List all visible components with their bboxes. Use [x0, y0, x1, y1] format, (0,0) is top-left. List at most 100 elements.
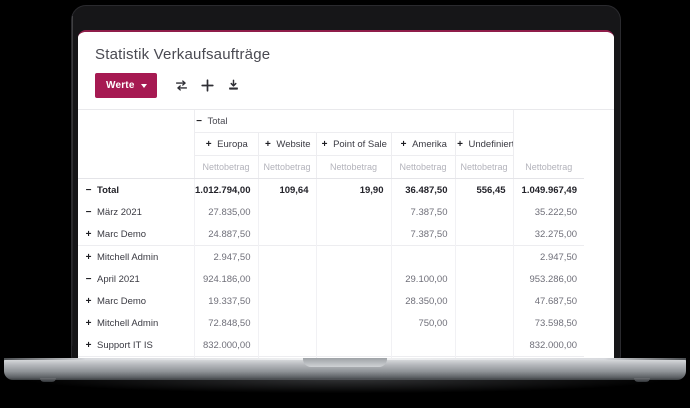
table-cell-value[interactable]: 27.835,00: [193, 201, 258, 223]
table-cell-value[interactable]: 1.012.794,00: [193, 178, 258, 201]
row-header-cell[interactable]: + Marc Demo: [78, 223, 194, 246]
expand-row-icon[interactable]: +: [85, 317, 92, 329]
table-cell-value[interactable]: [315, 312, 391, 334]
download-xlsx-icon[interactable]: [221, 75, 247, 97]
table-cell-total[interactable]: 953.286,00: [512, 268, 585, 290]
table-cell-value[interactable]: 72.848,50: [193, 312, 258, 334]
expand-point-of-sale-icon[interactable]: +: [321, 138, 328, 150]
collapse-row-icon[interactable]: −: [85, 206, 92, 218]
row-header-cell[interactable]: + Mitchell Admin: [78, 245, 194, 268]
collapse-row-icon[interactable]: −: [85, 184, 92, 196]
column-group-undefiniert[interactable]: + Undefiniert: [454, 132, 514, 156]
column-group-amerika[interactable]: + Amerika: [390, 132, 455, 156]
table-cell-total[interactable]: 47.687,50: [512, 290, 585, 312]
measure-dropdown-button[interactable]: Werte: [95, 73, 157, 98]
column-group-website-label: Website: [276, 138, 311, 150]
row-header-cell[interactable]: − April 2021: [78, 268, 194, 290]
table-cell-total[interactable]: 6.320,00: [512, 356, 585, 358]
table-cell-value[interactable]: 24.887,50: [193, 223, 258, 246]
row-header-cell[interactable]: + Support IT IS: [78, 334, 194, 357]
table-cell-value[interactable]: 750,00: [390, 312, 455, 334]
table-cell-value[interactable]: [257, 356, 316, 358]
table-cell-value[interactable]: [257, 223, 316, 246]
table-cell-value[interactable]: 19,90: [315, 178, 391, 201]
expand-row-icon[interactable]: +: [85, 339, 92, 351]
row-header-cell[interactable]: +Juni 2021: [78, 356, 194, 358]
table-cell-total[interactable]: 35.222,50: [512, 201, 585, 223]
table-cell-value[interactable]: [454, 201, 514, 223]
table-cell-value[interactable]: [315, 201, 391, 223]
table-cell-value[interactable]: [390, 334, 455, 357]
table-cell-value[interactable]: 36.487,50: [390, 178, 455, 201]
row-header-cell[interactable]: − März 2021: [78, 201, 194, 223]
table-cell-total[interactable]: 32.275,00: [512, 223, 585, 246]
expand-amerika-icon[interactable]: +: [400, 138, 407, 150]
table-cell-value[interactable]: 7.387,50: [390, 201, 455, 223]
table-cell-value[interactable]: [454, 245, 514, 268]
laptop-base-notch: [303, 358, 387, 367]
table-cell-value[interactable]: [257, 268, 316, 290]
table-cell-value[interactable]: [454, 356, 514, 358]
row-header-cell[interactable]: + Marc Demo: [78, 290, 194, 312]
table-cell-value[interactable]: [257, 245, 316, 268]
expand-website-icon[interactable]: +: [265, 138, 271, 150]
expand-row-icon[interactable]: +: [85, 251, 92, 263]
table-cell-value[interactable]: [454, 223, 514, 246]
column-group-point-of-sale-label: Point of Sale: [333, 138, 387, 150]
table-cell-value[interactable]: 7.387,50: [390, 223, 455, 246]
table-cell-value[interactable]: 29.100,00: [390, 268, 455, 290]
table-cell-value[interactable]: [454, 312, 514, 334]
expand-row-icon[interactable]: +: [85, 228, 92, 240]
table-cell-value[interactable]: 924.186,00: [193, 268, 258, 290]
column-root-row: − Total: [78, 110, 585, 133]
row-header-label: Support IT IS: [97, 339, 153, 351]
table-cell-total[interactable]: 1.049.967,49: [512, 178, 585, 201]
table-cell-value[interactable]: [390, 245, 455, 268]
expand-all-icon[interactable]: [195, 75, 221, 97]
table-cell-value[interactable]: 2.947,50: [193, 245, 258, 268]
corner-cell: [78, 110, 194, 133]
expand-row-icon[interactable]: +: [85, 295, 92, 307]
expand-europa-icon[interactable]: +: [205, 138, 212, 150]
column-groups-spacer: [512, 132, 585, 156]
table-cell-value[interactable]: [315, 245, 391, 268]
column-root-total[interactable]: − Total: [193, 110, 514, 133]
table-cell-value[interactable]: 19.337,50: [193, 290, 258, 312]
table-row: + Marc Demo 19.337,50 28.350,00 47.687,50: [78, 290, 585, 312]
table-cell-value[interactable]: [454, 334, 514, 357]
table-cell-value[interactable]: [257, 334, 316, 357]
table-row: − Total 1.012.794,00 109,64 19,90 36.487,50 55…: [78, 178, 585, 201]
column-group-europa[interactable]: + Europa: [193, 132, 258, 156]
table-cell-value[interactable]: 556,45: [454, 178, 514, 201]
collapse-row-icon[interactable]: −: [85, 273, 92, 285]
table-cell-value[interactable]: [315, 268, 391, 290]
table-cell-value[interactable]: 28.350,00: [390, 290, 455, 312]
table-cell-total[interactable]: 2.947,50: [512, 245, 585, 268]
table-cell-value[interactable]: [315, 223, 391, 246]
table-cell-value[interactable]: [315, 356, 391, 358]
page-title: Statistik Verkaufsaufträge: [95, 46, 271, 63]
expand-undefiniert-icon[interactable]: +: [457, 138, 463, 150]
table-cell-value[interactable]: 109,64: [257, 178, 316, 201]
table-cell-value[interactable]: [315, 290, 391, 312]
table-cell-value[interactable]: [315, 334, 391, 357]
table-cell-value[interactable]: [257, 312, 316, 334]
table-cell-value[interactable]: [454, 290, 514, 312]
table-cell-value[interactable]: [257, 290, 316, 312]
row-header-cell[interactable]: − Total: [78, 178, 194, 201]
column-group-point-of-sale[interactable]: + Point of Sale: [315, 132, 391, 156]
table-cell-value[interactable]: [257, 201, 316, 223]
column-root-spacer: [512, 110, 585, 133]
row-header-cell[interactable]: + Mitchell Admin: [78, 312, 194, 334]
collapse-total-icon[interactable]: −: [196, 115, 202, 127]
table-cell-value[interactable]: 832.000,00: [193, 334, 258, 357]
table-cell-value[interactable]: [454, 268, 514, 290]
column-group-website[interactable]: + Website: [257, 132, 316, 156]
table-cell-total[interactable]: 832.000,00: [512, 334, 585, 357]
corner-cell-3: [78, 155, 194, 179]
table-cell-value[interactable]: [390, 356, 455, 358]
table-cell-total[interactable]: 73.598,50: [512, 312, 585, 334]
flip-axis-icon[interactable]: [169, 75, 195, 97]
column-groups-row: + Europa + Website + Point of Sale + Amerika: [78, 132, 585, 156]
table-cell-value[interactable]: 6.320,00: [193, 356, 258, 358]
